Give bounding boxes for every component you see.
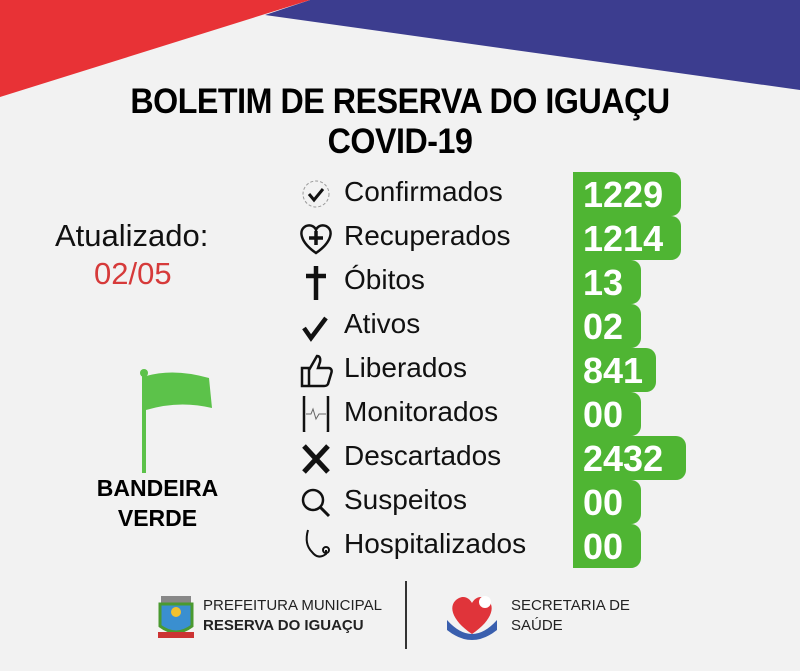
stat-row-suspeitos: Suspeitos 00 — [296, 480, 696, 524]
secretaria-logo: SECRETARIA DE SAÚDE — [443, 590, 643, 650]
title-line2: COVID-19 — [327, 122, 473, 161]
stat-row-confirmados: Confirmados 1229 — [296, 172, 696, 216]
title-line1: BOLETIM DE RESERVA DO IGUAÇU — [130, 82, 670, 121]
footer-divider — [405, 581, 407, 649]
health-logo-icon — [447, 596, 497, 640]
stat-value: 841 — [573, 348, 656, 392]
stat-row-hospitalizados: Hospitalizados 00 — [296, 524, 696, 568]
stat-label: Liberados — [344, 352, 467, 383]
stat-value: 00 — [573, 480, 641, 524]
stat-row-descartados: Descartados 2432 — [296, 436, 696, 480]
magnifier-icon — [301, 488, 331, 518]
stat-value: 1229 — [573, 172, 681, 216]
virus-check-icon — [302, 180, 330, 208]
stat-row-recuperados: Recuperados 1214 — [296, 216, 696, 260]
cross-icon — [306, 266, 326, 300]
stat-value: 1214 — [573, 216, 681, 260]
stat-label: Ativos — [344, 308, 421, 339]
stat-label: Suspeitos — [344, 484, 467, 515]
stat-value: 00 — [573, 392, 641, 436]
stethoscope-icon — [305, 529, 330, 558]
heart-plus-icon — [300, 224, 332, 255]
stat-value: 13 — [573, 260, 641, 304]
stat-label: Descartados — [344, 440, 502, 471]
stat-label: Monitorados — [344, 396, 499, 427]
stat-value: 02 — [573, 304, 641, 348]
stat-row-liberados: Liberados 841 — [296, 348, 696, 392]
stat-label: Confirmados — [344, 176, 503, 207]
flag-status: BANDEIRA VERDE — [96, 475, 219, 531]
updated-date: 02/05 — [94, 256, 172, 291]
green-flag-icon — [140, 369, 212, 473]
stat-label: Óbitos — [344, 264, 425, 295]
thumbs-up-icon — [300, 354, 333, 388]
stat-row-óbitos: Óbitos 13 — [296, 260, 696, 304]
stat-value: 00 — [573, 524, 641, 568]
stat-value: 2432 — [573, 436, 686, 480]
x-icon — [302, 444, 330, 474]
stat-row-ativos: Ativos 02 — [296, 304, 696, 348]
check-icon — [302, 316, 328, 342]
updated-label: Atualizado: — [55, 218, 209, 253]
header-decoration — [0, 0, 800, 97]
stat-label: Recuperados — [344, 220, 511, 251]
stat-row-monitorados: Monitorados 00 — [296, 392, 696, 436]
prefeitura-logo: PREFEITURA MUNICIPAL RESERVA DO IGUAÇU — [155, 590, 395, 650]
phone-heartbeat-icon — [302, 396, 330, 432]
stat-label: Hospitalizados — [344, 528, 527, 559]
coat-of-arms-icon — [158, 596, 194, 638]
